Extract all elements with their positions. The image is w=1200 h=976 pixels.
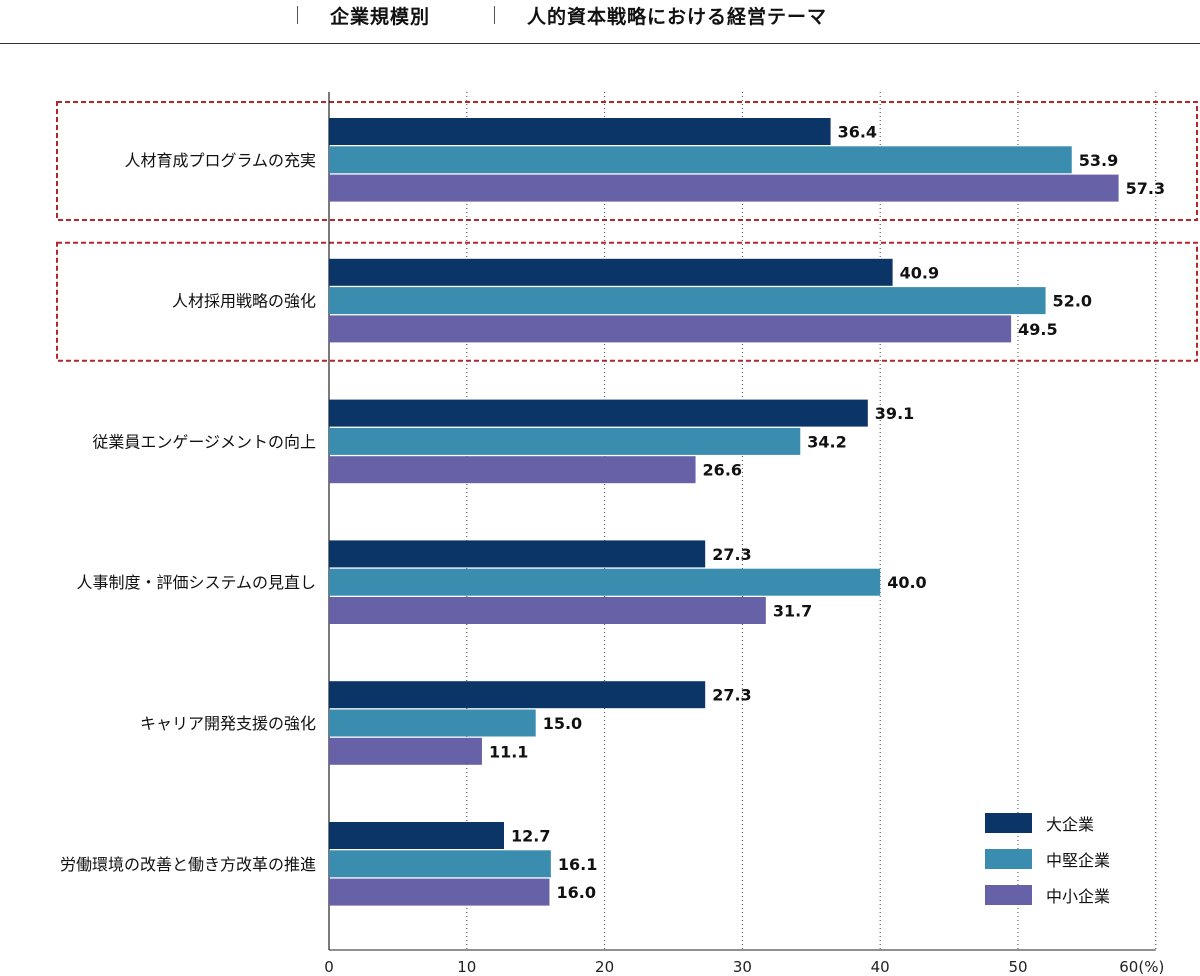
bar-3-1 (329, 568, 881, 596)
category-label: 労働環境の改善と働き方改革の推進 (60, 855, 316, 874)
bar-value-label: 34.2 (807, 432, 846, 451)
bar-3-2 (329, 597, 766, 624)
bar-value-label: 31.7 (773, 602, 812, 621)
legend-swatch-mid (985, 849, 1032, 869)
x-tick-label: 30 (733, 958, 752, 976)
bar-value-label: 16.0 (556, 883, 595, 902)
bar-value-label: 39.1 (875, 404, 914, 423)
bar-value-label: 40.0 (887, 573, 926, 592)
x-tick-label: 0 (324, 958, 334, 976)
category-label: 従業員エンゲージメントの向上 (92, 432, 316, 451)
bar-value-label: 27.3 (712, 545, 751, 564)
chart-title: 人的資本戦略における経営テーマ (527, 6, 828, 28)
bar-4-1 (329, 709, 536, 737)
bar-value-label: 52.0 (1053, 292, 1092, 311)
legend-label-mid: 中堅企業 (1046, 851, 1111, 870)
bar-1-1 (329, 287, 1046, 315)
highlight-box-0 (56, 101, 1198, 221)
bar-value-label: 53.9 (1079, 151, 1118, 170)
bar-value-label: 36.4 (838, 123, 877, 142)
header-rule (0, 43, 1200, 44)
bar-5-1 (329, 850, 551, 878)
category-label: キャリア開発支援の強化 (140, 714, 316, 733)
bar-2-0 (329, 399, 868, 427)
legend-swatch-small (985, 885, 1032, 905)
bar-1-0 (329, 258, 893, 286)
x-tick-label: 10 (457, 958, 476, 976)
x-tick-label: 50 (1008, 958, 1027, 976)
bar-5-2 (329, 878, 550, 906)
bar-value-label: 40.9 (900, 263, 939, 282)
bar-value-label: 15.0 (543, 714, 582, 733)
bar-value-label: 27.3 (712, 686, 751, 705)
legend-label-large: 大企業 (1046, 815, 1095, 834)
bar-4-0 (329, 681, 706, 709)
bar-0-1 (329, 146, 1072, 174)
bar-4-2 (329, 737, 482, 765)
bar-0-2 (329, 174, 1119, 202)
header-separator (494, 6, 495, 24)
category-label: 人事制度・評価システムの見直し (76, 573, 316, 592)
bar-5-0 (329, 822, 505, 849)
category-label: 人材育成プログラムの充実 (124, 151, 316, 170)
header-segment-label: 企業規模別 (330, 6, 431, 28)
bar-value-label: 16.1 (558, 855, 597, 874)
bar-3-0 (329, 540, 706, 568)
category-label: 人材採用戦略の強化 (172, 292, 316, 311)
legend-swatch-large (985, 813, 1032, 833)
x-tick-label: 20 (595, 958, 614, 976)
bar-value-label: 49.5 (1018, 320, 1057, 339)
legend-item-small: 中小企業 (985, 882, 1110, 908)
highlight-box-1 (56, 241, 1198, 362)
x-tick-label: 40 (871, 958, 890, 976)
bar-value-label: 57.3 (1126, 179, 1165, 198)
bar-value-label: 11.1 (489, 742, 528, 761)
bar-2-1 (329, 427, 801, 455)
legend-item-large: 大企業 (985, 810, 1110, 836)
bar-2-2 (329, 456, 696, 484)
legend-item-mid: 中堅企業 (985, 846, 1110, 872)
bar-0-0 (329, 118, 831, 145)
header-separator (297, 6, 298, 24)
bar-value-label: 12.7 (511, 827, 550, 846)
x-tick-label: 60(%) (1119, 958, 1164, 976)
chart-header: 企業規模別 人的資本戦略における経営テーマ (0, 0, 1200, 44)
bar-1-2 (329, 315, 1012, 343)
chart-legend: 大企業 中堅企業 中小企業 (985, 810, 1110, 918)
legend-label-small: 中小企業 (1046, 887, 1111, 906)
bar-value-label: 26.6 (703, 461, 742, 480)
